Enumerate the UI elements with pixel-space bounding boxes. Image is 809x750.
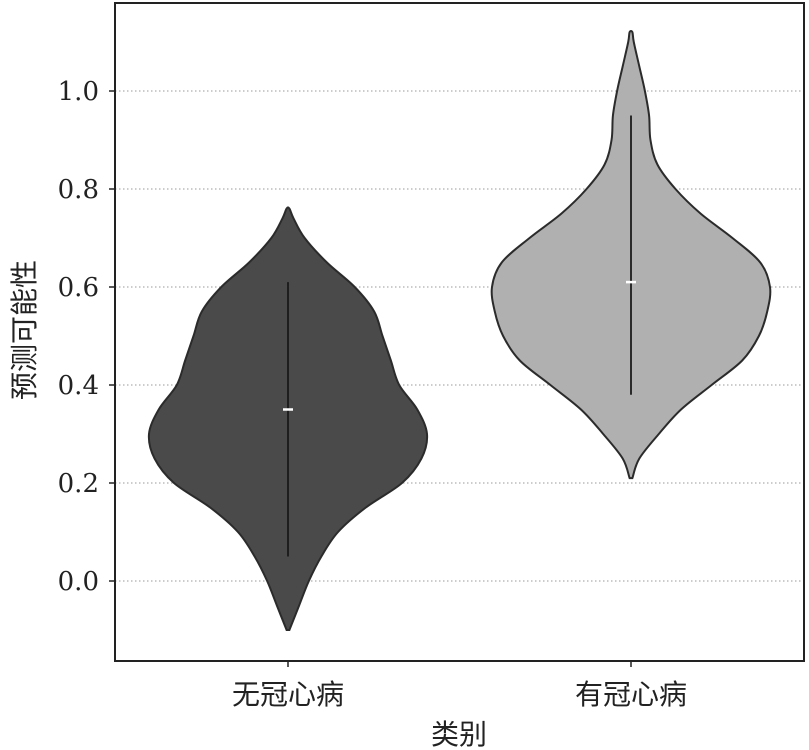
y-axis-label: 预测可能性	[8, 260, 41, 400]
grid-lines	[115, 90, 804, 582]
plot-frame	[114, 2, 805, 662]
y-tick-label: 0.4	[58, 371, 99, 401]
x-axis-ticks: 无冠心病 有冠心病	[232, 661, 687, 711]
violin-group	[147, 29, 772, 631]
y-tick-label: 0.8	[58, 175, 99, 205]
y-tick-label: 1.0	[58, 77, 99, 107]
x-tick-label: 有冠心病	[575, 678, 687, 711]
x-tick-label: 无冠心病	[232, 678, 344, 711]
y-tick-label: 0.0	[58, 567, 99, 597]
y-tick-label: 0.2	[58, 469, 99, 499]
x-axis-label: 类别	[431, 718, 487, 750]
y-axis-ticks: 0.0 0.2 0.4 0.6 0.8 1.0	[58, 77, 115, 597]
y-tick-label: 0.6	[58, 273, 99, 303]
